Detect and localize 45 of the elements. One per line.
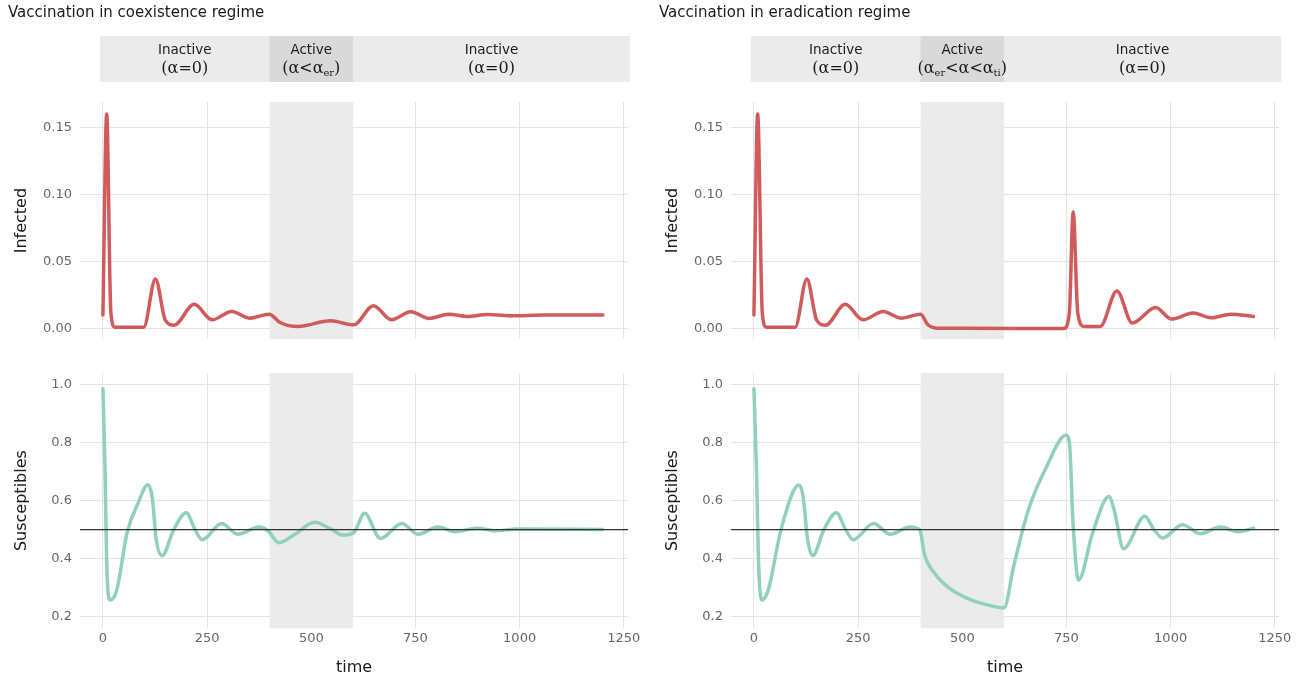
x-tick-label: 750 bbox=[403, 630, 428, 646]
y-axis-title: Infected bbox=[10, 187, 30, 254]
y-tick-label: 1.0 bbox=[702, 375, 723, 391]
y-tick-label: 0.2 bbox=[702, 607, 723, 623]
x-axis-title: time bbox=[335, 656, 373, 676]
y-axis-title: Susceptibles bbox=[661, 450, 681, 552]
y-tick-label: 1.0 bbox=[51, 375, 72, 391]
x-tick-label: 250 bbox=[845, 630, 871, 646]
x-tick-label: 0 bbox=[98, 630, 108, 646]
y-tick-label: 0.00 bbox=[43, 319, 72, 335]
x-tick-label: 0 bbox=[749, 630, 759, 646]
y-tick-label: 0.6 bbox=[51, 491, 72, 507]
y-tick-label: 0.15 bbox=[43, 118, 72, 134]
y-tick-label: 0.8 bbox=[702, 433, 723, 449]
x-tick-label: 500 bbox=[949, 630, 975, 646]
x-tick-label: 1250 bbox=[1258, 630, 1292, 646]
x-tick-label: 1000 bbox=[503, 630, 537, 646]
x-axis-title: time bbox=[986, 656, 1024, 676]
y-tick-label: 0.00 bbox=[694, 319, 723, 335]
y-tick-label: 0.4 bbox=[51, 549, 72, 565]
text: Inactive (α=0) bbox=[157, 41, 212, 77]
text: Inactive (α=0) bbox=[464, 41, 519, 77]
chart-title: Vaccination in coexistence regime bbox=[8, 2, 265, 21]
x-tick-label: 750 bbox=[1054, 630, 1079, 646]
y-tick-label: 0.8 bbox=[51, 433, 72, 449]
x-tick-label: 1250 bbox=[607, 630, 641, 646]
x-tick-label: 250 bbox=[194, 630, 220, 646]
chart-title: Vaccination in eradication regime bbox=[659, 2, 911, 21]
line-series bbox=[752, 386, 1256, 610]
line-series bbox=[752, 112, 1256, 331]
line-series bbox=[101, 112, 605, 329]
y-tick-label: 0.15 bbox=[694, 118, 723, 134]
text: Inactive (α=0) bbox=[808, 41, 863, 77]
y-tick-label: 0.10 bbox=[694, 185, 723, 201]
y-axis-title: Susceptibles bbox=[10, 450, 30, 552]
y-tick-label: 0.05 bbox=[43, 252, 72, 268]
y-tick-label: 0.2 bbox=[51, 607, 72, 623]
y-tick-label: 0.05 bbox=[694, 252, 723, 268]
y-axis-title: Infected bbox=[661, 187, 681, 254]
y-tick-label: 0.4 bbox=[702, 549, 723, 565]
y-tick-label: 0.10 bbox=[43, 185, 72, 201]
x-tick-label: 500 bbox=[298, 630, 324, 646]
text: Inactive (α=0) bbox=[1115, 41, 1170, 77]
x-tick-label: 1000 bbox=[1154, 630, 1188, 646]
y-tick-label: 0.6 bbox=[702, 491, 723, 507]
